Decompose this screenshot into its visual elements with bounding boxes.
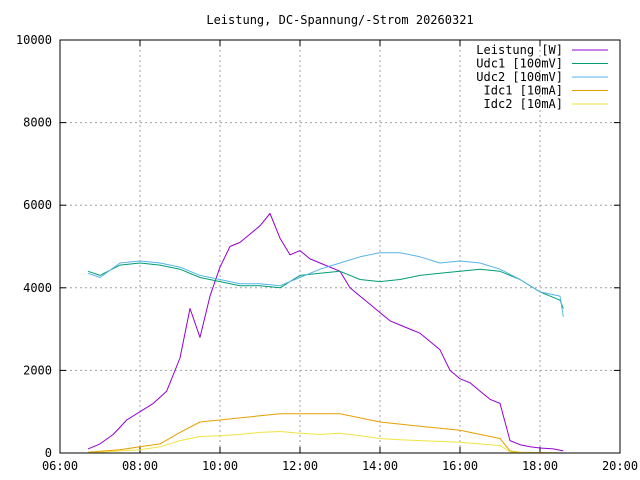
- y-tick-label: 6000: [23, 198, 52, 212]
- y-tick-label: 0: [45, 446, 52, 460]
- y-tick-label: 8000: [23, 116, 52, 130]
- series-line-3: [87, 252, 564, 317]
- legend: Leistung [W]Udc1 [100mV]Udc2 [100mV]Idc1…: [476, 43, 608, 111]
- legend-label: Udc1 [100mV]: [476, 57, 563, 71]
- series-line-2: [87, 262, 564, 309]
- x-tick-label: 20:00: [602, 459, 638, 473]
- y-tick-label: 4000: [23, 281, 52, 295]
- legend-label: Idc1 [10mA]: [484, 84, 563, 98]
- x-tick-label: 12:00: [282, 459, 318, 473]
- legend-label: Idc2 [10mA]: [484, 97, 563, 111]
- y-tick-label: 10000: [16, 33, 52, 47]
- grid-lines: [60, 40, 620, 453]
- series-line-1: [87, 213, 564, 452]
- legend-label: Leistung [W]: [476, 43, 563, 57]
- x-tick-label: 06:00: [42, 459, 78, 473]
- series-line-4: [87, 413, 564, 454]
- axis-ticks: 0 2000 4000 6000 8000 10000 06:00 08:00 10:00 12:…: [16, 33, 638, 473]
- x-tick-label: 18:00: [522, 459, 558, 473]
- x-tick-label: 16:00: [442, 459, 478, 473]
- x-tick-label: 08:00: [122, 459, 158, 473]
- plot-frame: [59, 39, 621, 454]
- series-group: [87, 213, 564, 454]
- series-line-5: [87, 431, 564, 454]
- legend-label: Udc2 [100mV]: [476, 70, 563, 84]
- x-tick-label: 14:00: [362, 459, 398, 473]
- chart-title: Leistung, DC-Spannung/-Strom 20260321: [206, 13, 473, 27]
- y-tick-label: 2000: [23, 363, 52, 377]
- x-tick-label: 10:00: [202, 459, 238, 473]
